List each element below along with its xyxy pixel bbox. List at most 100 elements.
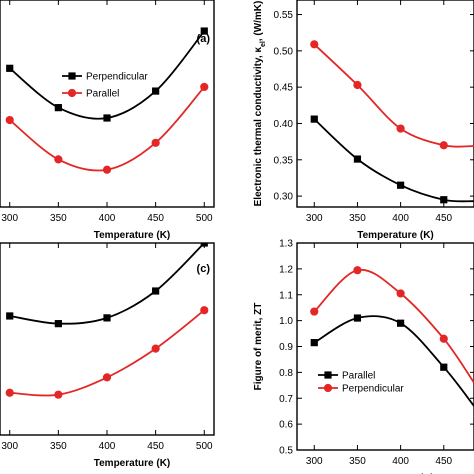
panel-4: 3003504004500.50.60.70.80.91.01.11.21.3T… <box>253 239 474 474</box>
data-point <box>151 344 160 353</box>
legend-label: Parallel <box>342 371 375 382</box>
x-tick-label: 400 <box>99 441 116 452</box>
panel-label: (c) <box>197 263 211 275</box>
data-point <box>200 82 209 92</box>
series-1 <box>310 314 474 407</box>
data-point <box>353 314 362 322</box>
data-point <box>6 64 14 72</box>
y-tick-label: 0.5 <box>279 446 293 457</box>
data-point <box>103 114 111 122</box>
x-tick-label: 300 <box>306 456 323 467</box>
data-point <box>397 181 405 189</box>
data-point <box>396 289 405 298</box>
y-tick-label: 0.6 <box>279 420 293 431</box>
data-point <box>310 307 319 316</box>
plot-frame <box>296 242 474 451</box>
data-point <box>54 390 63 399</box>
data-point <box>200 306 209 315</box>
series-2 <box>5 306 209 399</box>
legend-label: Perpendicular <box>342 384 404 395</box>
data-point <box>200 27 208 35</box>
data-point <box>103 314 111 322</box>
x-tick-label: 450 <box>147 441 164 452</box>
data-point <box>353 80 362 90</box>
legend-label: Perpendicular <box>86 72 148 83</box>
legend: Perpendicular Parallel <box>62 72 148 100</box>
y-tick-label: 0.9 <box>279 342 293 353</box>
legend-label: Parallel <box>86 89 119 100</box>
data-point <box>310 40 319 49</box>
series-2 <box>5 82 209 174</box>
y-tick-label: 0.55 <box>274 10 294 21</box>
x-tick-label: 350 <box>50 213 67 224</box>
legend-marker <box>324 371 332 379</box>
x-tick-label: 450 <box>147 213 164 224</box>
y-tick-label: 1.1 <box>279 290 293 301</box>
y-tick-label: 0.8 <box>279 368 293 379</box>
data-point <box>152 87 160 95</box>
y-tick-label: 1.3 <box>279 239 293 250</box>
data-point <box>440 363 448 371</box>
plot-frame <box>0 0 215 208</box>
x-tick-label: 350 <box>349 456 366 467</box>
data-point <box>396 124 405 133</box>
data-point <box>440 196 448 204</box>
series-1 <box>6 243 208 328</box>
plot-frame <box>296 0 474 208</box>
series-2 <box>310 115 474 204</box>
series-2 <box>310 266 474 384</box>
series-1 <box>6 27 208 122</box>
x-tick-label: 400 <box>392 456 409 467</box>
y-tick-label: 0.30 <box>274 192 294 203</box>
series-line <box>313 43 474 148</box>
plot-frame <box>0 242 215 436</box>
y-tick-label: 1.0 <box>279 316 293 327</box>
x-axis-label: Temperature (K) <box>94 230 171 241</box>
x-tick-label: 450 <box>435 213 452 224</box>
data-point <box>310 339 318 347</box>
series-line <box>9 243 205 325</box>
y-axis-label: Figure of merit, ZT <box>253 303 264 391</box>
y-tick-label: 1.2 <box>279 264 293 275</box>
data-point <box>353 266 362 275</box>
x-tick-label: 450 <box>435 456 452 467</box>
data-point <box>152 287 160 295</box>
y-tick-label: 0.50 <box>274 46 294 57</box>
x-tick-label: 500 <box>196 213 213 224</box>
panel-2: 300 350 400 450 0.30 0.35 0.40 0.45 0.50 0.55 Temp… <box>253 0 474 241</box>
data-point <box>54 104 62 112</box>
series-1 <box>310 40 474 150</box>
data-point <box>439 141 448 150</box>
y-tick-label: 0.40 <box>274 119 294 130</box>
series-line <box>313 118 474 203</box>
data-point <box>5 115 14 125</box>
data-point <box>397 319 405 327</box>
x-tick-label: 350 <box>50 441 67 452</box>
data-point <box>310 115 318 123</box>
data-point <box>439 334 448 343</box>
x-axis-label: Temperature (K) <box>94 458 171 469</box>
x-tick-label: 400 <box>99 213 116 224</box>
x-tick-label: 300 <box>1 441 18 452</box>
x-tick-label: 300 <box>1 213 18 224</box>
data-point <box>102 373 112 382</box>
x-tick-label: 350 <box>349 213 366 224</box>
panel-3: 300 350 400 450 500 Temperature (K) (c) <box>0 242 215 469</box>
data-point <box>6 312 14 320</box>
y-axis-label: Electronic thermal conductivity, κel, (W… <box>253 1 267 207</box>
data-point <box>54 155 63 164</box>
x-axis-label: Temperature (K) <box>357 230 434 241</box>
x-tick-label: 400 <box>392 213 409 224</box>
y-tick-label: 0.45 <box>274 83 294 94</box>
series-line <box>9 309 205 397</box>
x-tick-label: 500 <box>196 441 213 452</box>
data-point <box>102 165 112 174</box>
legend-marker <box>67 88 77 98</box>
x-tick-label: 300 <box>306 213 323 224</box>
data-point <box>54 320 62 328</box>
data-point <box>200 243 208 247</box>
data-point <box>151 138 160 147</box>
legend-marker <box>68 72 76 80</box>
